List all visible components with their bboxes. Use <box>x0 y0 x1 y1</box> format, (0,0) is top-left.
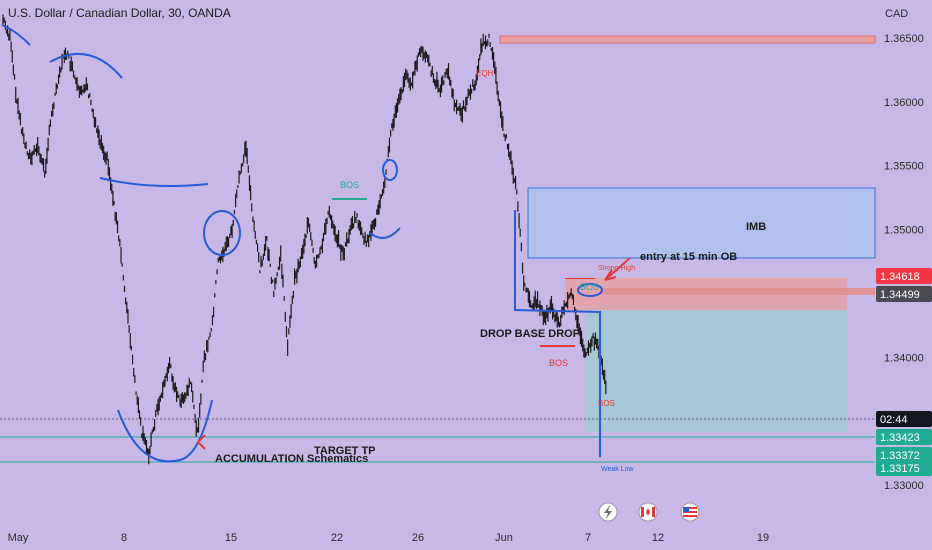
accumulation-arrow <box>196 434 206 450</box>
price-series <box>2 14 607 465</box>
y-tick-label: 1.35500 <box>884 161 924 173</box>
drop-base-drop-label: DROP BASE DROP <box>480 328 580 340</box>
us-flag-icon[interactable] <box>680 502 700 522</box>
x-tick-label: May <box>8 532 29 544</box>
chart-title: U.S. Dollar / Canadian Dollar, 30, OANDA <box>8 6 231 20</box>
drawing-circle-1 <box>203 210 241 256</box>
bos-label-3: BOS <box>549 358 568 368</box>
weak-low-label: Weak Low <box>601 466 634 473</box>
event-icons[interactable] <box>598 502 700 522</box>
price-tag-label: 1.34618 <box>880 271 920 283</box>
drawing-circle-2 <box>382 159 398 181</box>
drawing-curve-2 <box>49 53 123 79</box>
price-tag <box>876 411 932 427</box>
drawing-circle-3 <box>577 283 603 297</box>
target-zone <box>585 310 847 432</box>
price-tag-label: 02:44 <box>880 414 908 426</box>
y-tick-label: 1.36500 <box>884 33 924 45</box>
imb-zone <box>527 187 876 259</box>
drawings <box>1 24 603 463</box>
price-tag-label: 1.33423 <box>880 432 920 444</box>
y-tick-label: 1.36000 <box>884 97 924 109</box>
target-tp-label: TARGET TP <box>314 445 376 457</box>
price-tag <box>876 460 932 476</box>
lightning-icon[interactable] <box>598 502 618 522</box>
price-tag <box>876 268 932 284</box>
price-tag <box>876 286 932 302</box>
y-tick-label: 1.33000 <box>884 480 924 492</box>
price-tag-label: 1.33175 <box>880 463 920 475</box>
strong-high-line <box>565 278 595 279</box>
x-tick-label: 19 <box>757 532 769 544</box>
bos-line-2 <box>540 345 575 347</box>
y-tick-label: 1.35000 <box>884 225 924 237</box>
arrows <box>196 257 631 450</box>
drop-base-line <box>514 210 601 457</box>
entry-arrowhead <box>604 269 617 281</box>
x-tick-label: 26 <box>412 532 424 544</box>
drawing-curve-4 <box>369 227 401 239</box>
x-tick-label: 8 <box>121 532 127 544</box>
bos-label-2: BOS <box>580 282 599 292</box>
y-tick-label: 1.34000 <box>884 352 924 364</box>
currency-label: CAD <box>885 8 908 20</box>
x-tick-label: 22 <box>331 532 343 544</box>
bos-line-1 <box>332 198 367 200</box>
x-axis[interactable]: May 8 15 22 26 Jun 7 12 19 <box>8 532 770 544</box>
x-tick-label: 7 <box>585 532 591 544</box>
x-tick-label: Jun <box>495 532 513 544</box>
strong-high-label: Strong High <box>598 265 635 272</box>
eqh-label: EQH <box>476 69 494 78</box>
eqh-zone <box>499 35 876 44</box>
drawing-curve-1 <box>1 24 31 46</box>
x-tick-label: 12 <box>652 532 664 544</box>
price-tag-label: 1.34499 <box>880 289 920 301</box>
accumulation-label: ACCUMULATION Schematics <box>215 453 368 465</box>
price-tag <box>876 429 932 445</box>
drawing-curve-3 <box>99 177 209 187</box>
x-tick-label: 15 <box>225 532 237 544</box>
entry-label: entry at 15 min OB <box>640 251 737 263</box>
entry-arrow <box>604 257 631 281</box>
bos-label-1: BOS <box>340 180 359 190</box>
canada-flag-icon[interactable] <box>638 502 658 522</box>
price-tag <box>876 447 932 463</box>
bos-label-4: BOS <box>598 399 615 408</box>
imb-label: IMB <box>746 221 766 233</box>
entry-line-zone <box>600 288 875 295</box>
accumulation-curve <box>117 399 213 463</box>
price-tag-label: 1.33372 <box>880 450 920 462</box>
